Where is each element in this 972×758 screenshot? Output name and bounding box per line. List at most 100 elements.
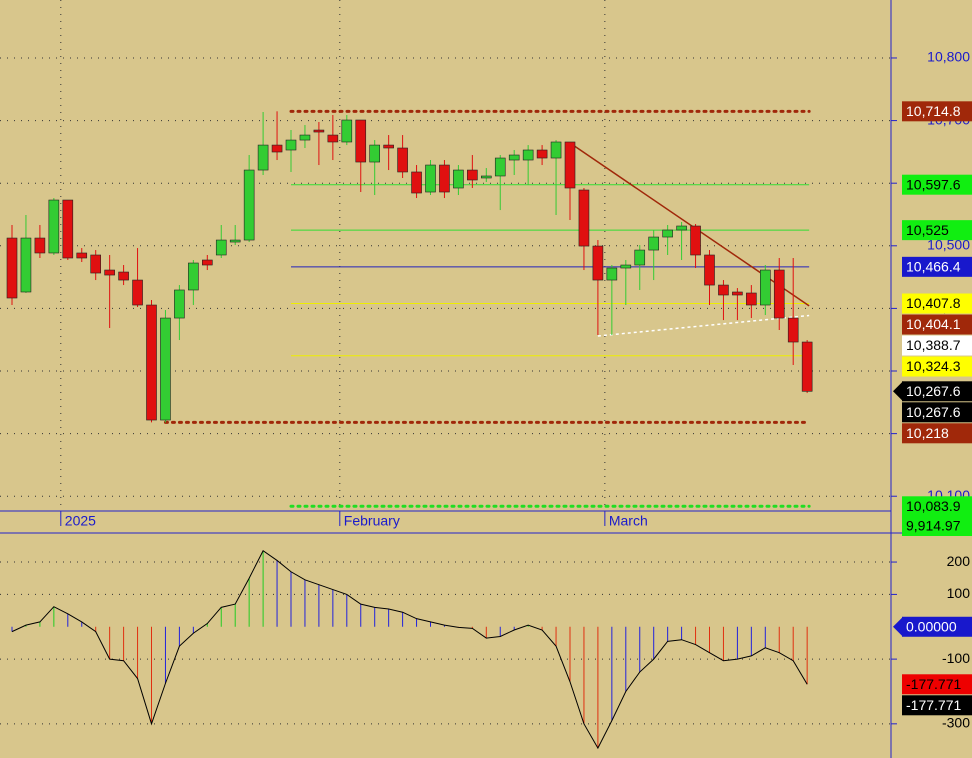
candle-body — [746, 292, 757, 306]
candle-body — [536, 149, 548, 159]
price-tag-label: 10,714.8 — [906, 103, 961, 119]
x-tick-label: 2025 — [65, 513, 96, 529]
candle-body — [397, 147, 408, 173]
candle-body — [271, 144, 283, 153]
oscillator-line — [11, 549, 808, 750]
candle-body — [578, 189, 590, 247]
price-tag — [902, 314, 972, 335]
candle-body — [146, 304, 157, 421]
price-tag-label: 10,267.6 — [906, 383, 961, 399]
price-tag — [902, 101, 972, 122]
price-tag-label: 10,407.8 — [906, 295, 961, 311]
price-tag-label: 10,218 — [906, 425, 949, 441]
candle-body — [634, 249, 646, 266]
price-tag-label: 10,388.7 — [906, 337, 961, 353]
candle-body — [62, 199, 74, 259]
price-tag — [902, 496, 972, 517]
candle-body — [467, 169, 478, 181]
price-tag-label: 0.00000 — [906, 618, 957, 634]
price-tag-label: 10,267.6 — [906, 404, 961, 420]
candle-body — [313, 129, 325, 133]
price-tag — [902, 293, 972, 314]
price-tag — [902, 402, 972, 423]
price-tag — [902, 674, 972, 695]
x-tick-label: March — [609, 513, 648, 529]
candle-body — [648, 236, 660, 251]
candle-body — [773, 269, 785, 319]
candle-body — [369, 144, 381, 163]
y-tick-label: -100 — [942, 650, 970, 666]
candle-body — [732, 291, 743, 296]
price-tag-label: 10,324.3 — [906, 358, 961, 374]
price-tag — [902, 695, 972, 716]
candle-body — [494, 157, 506, 177]
price-tag — [902, 256, 972, 277]
candle-body — [34, 237, 46, 254]
candle-body — [662, 229, 673, 238]
candle-body — [76, 252, 88, 259]
candle-body — [299, 134, 311, 141]
candle-body — [90, 254, 101, 274]
x-tick-label: February — [344, 513, 400, 529]
price-tag-label: -177.771 — [906, 676, 961, 692]
tag-arrow — [893, 616, 903, 637]
candle-body — [718, 284, 729, 296]
candle-body — [48, 199, 60, 254]
price-tag-label: 10,597.6 — [906, 176, 961, 192]
price-tag — [902, 516, 972, 536]
candle-body — [20, 237, 32, 293]
candle-body — [202, 259, 213, 266]
price-tag-label: 9,914.97 — [906, 518, 961, 534]
candle-body — [160, 317, 171, 421]
price-tag-label: 10,466.4 — [906, 259, 961, 275]
price-tag — [902, 356, 972, 377]
price-tag-label: -177.771 — [906, 697, 961, 713]
candle-body — [704, 254, 715, 286]
candle-body — [229, 239, 241, 243]
candle-body — [341, 119, 353, 143]
trend-line — [597, 314, 810, 337]
price-tag-label: 10,404.1 — [906, 316, 961, 332]
candle-body — [132, 279, 143, 306]
candle-body — [411, 171, 422, 194]
y-tick-label: 100 — [947, 585, 971, 601]
candle-body — [6, 237, 18, 299]
candle-body — [592, 245, 604, 281]
y-tick-label: 200 — [947, 553, 971, 569]
y-tick-label: 10,500 — [927, 236, 970, 252]
y-tick-label: 10,800 — [927, 49, 970, 65]
candle-body — [439, 164, 450, 193]
candle-body — [257, 144, 269, 171]
price-tag — [902, 335, 972, 356]
candle-body — [606, 267, 618, 281]
price-tag-label: 10,083.9 — [906, 498, 961, 514]
candle-body — [759, 269, 771, 306]
candle-body — [550, 141, 562, 159]
candle-body — [480, 175, 492, 179]
candle-body — [787, 317, 799, 343]
tag-arrow — [893, 381, 903, 402]
price-tag-label: 10,525 — [906, 222, 949, 238]
candle-body — [801, 341, 813, 392]
candle-body — [285, 139, 297, 151]
candle-body — [104, 269, 115, 276]
candle-body — [522, 149, 534, 161]
candle-body — [564, 141, 576, 189]
price-tag — [902, 381, 972, 402]
candle-body — [383, 144, 394, 149]
price-tag — [902, 220, 972, 241]
candle-body — [355, 119, 367, 163]
candle-body — [215, 239, 227, 256]
candle-body — [188, 262, 199, 291]
candle-body — [118, 271, 129, 281]
candle-body — [508, 154, 520, 161]
candle-body — [425, 164, 436, 193]
candle-body — [453, 169, 464, 189]
candle-body — [690, 225, 701, 256]
price-tag — [902, 423, 972, 444]
candle-body — [676, 225, 687, 231]
candle-body — [327, 134, 339, 143]
candle-body — [243, 169, 255, 241]
